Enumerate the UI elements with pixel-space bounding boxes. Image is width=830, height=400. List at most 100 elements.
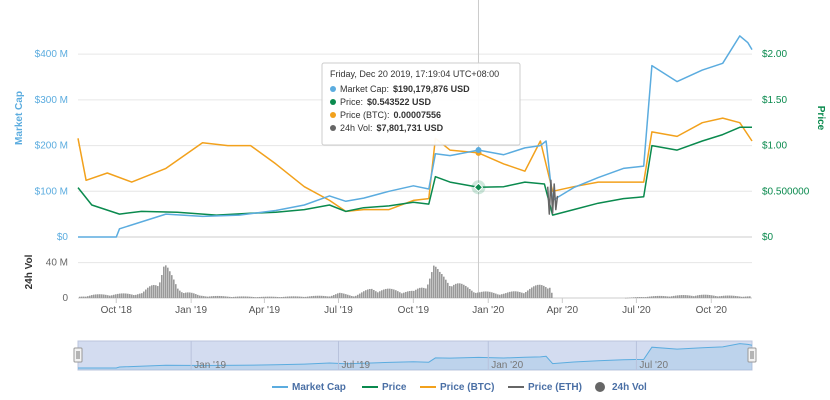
volume-bar (487, 291, 489, 298)
volume-bar (353, 296, 355, 298)
volume-bar (271, 296, 273, 298)
volume-bar (665, 296, 667, 298)
volume-bar (361, 292, 363, 298)
volume-bar (357, 294, 359, 298)
volume-axis-tick-label: 0 (62, 293, 68, 304)
volume-bar (83, 296, 85, 298)
volume-bar (725, 295, 727, 298)
volume-bar (551, 292, 553, 298)
volume-bar (345, 294, 347, 298)
volume-bar (421, 287, 423, 298)
volume-bar (667, 296, 669, 298)
volume-bar (203, 296, 205, 298)
volume-bar (109, 295, 111, 298)
series-line-price[interactable] (77, 126, 752, 216)
volume-bar (693, 296, 695, 298)
volume-bar (313, 295, 315, 298)
x-axis-tick-label: Apr '20 (547, 305, 579, 316)
navigator-area (78, 343, 752, 370)
volume-bar (173, 279, 175, 298)
volume-bar (685, 295, 687, 298)
volume-bar (409, 291, 411, 298)
volume-bar (373, 289, 375, 298)
volume-bar (129, 294, 131, 298)
volume-bar (289, 296, 291, 298)
volume-bar (241, 296, 243, 298)
volume-bar (213, 296, 215, 298)
volume-bar (251, 296, 253, 298)
navigator-right-handle[interactable] (747, 347, 757, 363)
volume-bar (185, 292, 187, 298)
volume-bar (205, 296, 207, 298)
volume-bar (209, 296, 211, 298)
right-axis-tick-label: $1.00 (762, 141, 787, 152)
volume-bar (143, 291, 145, 298)
volume-bar (427, 284, 429, 298)
volume-bar (401, 293, 403, 298)
volume-bar (535, 285, 537, 298)
volume-bar (385, 288, 387, 298)
volume-bar (95, 294, 97, 298)
volume-bar (429, 278, 431, 298)
volume-bar (415, 289, 417, 298)
volume-bar (503, 293, 505, 298)
volume-bar (125, 293, 127, 298)
volume-bar (741, 296, 743, 298)
volume-bar (545, 287, 547, 298)
navigator-left-handle[interactable] (73, 347, 83, 363)
volume-bar (327, 296, 329, 298)
tooltip-row-label: 24h Vol: (340, 123, 373, 133)
volume-bar (153, 284, 155, 298)
volume-bar (133, 295, 135, 298)
volume-bar (721, 295, 723, 298)
volume-bar (161, 275, 163, 298)
volume-bar (513, 291, 515, 298)
volume-bar (131, 294, 133, 298)
volume-bar (485, 291, 487, 298)
volume-bar (735, 295, 737, 298)
volume-bar (739, 296, 741, 298)
volume-bar (273, 296, 275, 298)
volume-bar (111, 295, 113, 298)
volume-bar (537, 284, 539, 298)
legend-item-label: Market Cap (292, 382, 346, 393)
volume-bar (689, 295, 691, 298)
volume-bar (657, 295, 659, 298)
price-hover-marker (473, 182, 484, 193)
volume-bar (341, 293, 343, 298)
volume-bar (279, 297, 281, 298)
volume-bar (469, 289, 471, 298)
volume-bar (711, 295, 713, 298)
volume-bar (733, 295, 735, 298)
volume-bar (91, 295, 93, 298)
series-line-price-eth[interactable] (546, 179, 559, 215)
volume-bar (705, 294, 707, 298)
tooltip-row-value: $7,801,731 USD (377, 123, 444, 133)
volume-bar (97, 294, 99, 298)
volume-bar (333, 295, 335, 298)
volume-bar (417, 288, 419, 298)
volume-bar (347, 294, 349, 298)
volume-bar (325, 296, 327, 298)
volume-bar (117, 293, 119, 298)
x-axis-tick-label: Jan '20 (472, 305, 504, 316)
volume-bar (263, 296, 265, 298)
volume-bar (249, 296, 251, 298)
volume-bar (701, 294, 703, 298)
tooltip-row-label: Price: (340, 97, 363, 107)
volume-bar (149, 286, 151, 298)
volume-bar (199, 295, 201, 298)
volume-bar (403, 292, 405, 298)
volume-bar (121, 293, 123, 298)
volume-bar (423, 287, 425, 298)
x-axis-tick-label: Jan '19 (175, 305, 207, 316)
volume-bar (165, 265, 167, 298)
volume-bar (383, 289, 385, 298)
volume-bar (217, 295, 219, 298)
legend-marker-volume[interactable] (595, 382, 605, 392)
volume-bar (547, 288, 549, 298)
volume-bar (505, 293, 507, 298)
volume-bar (377, 292, 379, 298)
volume-bar (481, 291, 483, 298)
